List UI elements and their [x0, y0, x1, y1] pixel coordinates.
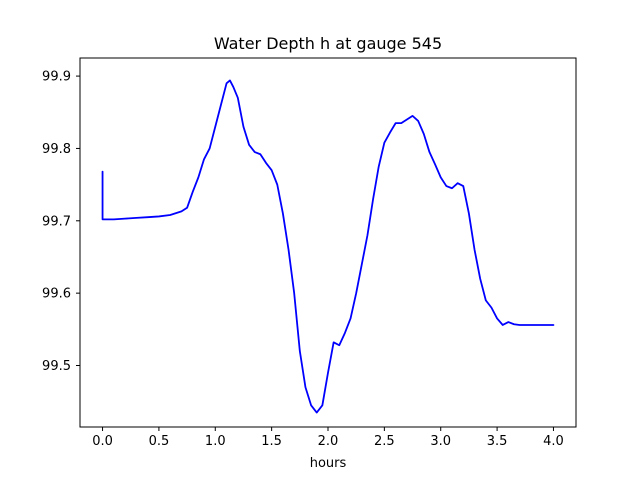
y-tick-label: 99.9: [42, 70, 71, 85]
x-axis-label: hours: [310, 456, 347, 471]
y-tick-label: 99.5: [42, 359, 71, 374]
y-tick-label: 99.8: [42, 142, 71, 157]
x-tick-label: 0.0: [92, 434, 113, 449]
axes: 0.0 0.5 1.0 1.5 2.0 2.5 3.0 3.5 4.0 99.5 99.6 99.7 9…: [42, 57, 577, 449]
y-tick-label: 99.7: [42, 214, 71, 229]
x-tick-label: 1.5: [261, 434, 282, 449]
y-tick-label: 99.6: [42, 287, 71, 302]
plot-area: [101, 79, 555, 414]
x-tick-label: 4.0: [543, 434, 564, 449]
x-tick-label: 0.5: [149, 434, 170, 449]
chart-title: Water Depth h at gauge 545: [214, 34, 442, 53]
x-tick-label: 1.0: [205, 434, 226, 449]
x-tick-label: 3.5: [487, 434, 508, 449]
series-line-0: [101, 79, 555, 414]
x-tick-label: 2.0: [318, 434, 339, 449]
x-tick-label: 3.0: [430, 434, 451, 449]
x-tick-label: 2.5: [374, 434, 395, 449]
